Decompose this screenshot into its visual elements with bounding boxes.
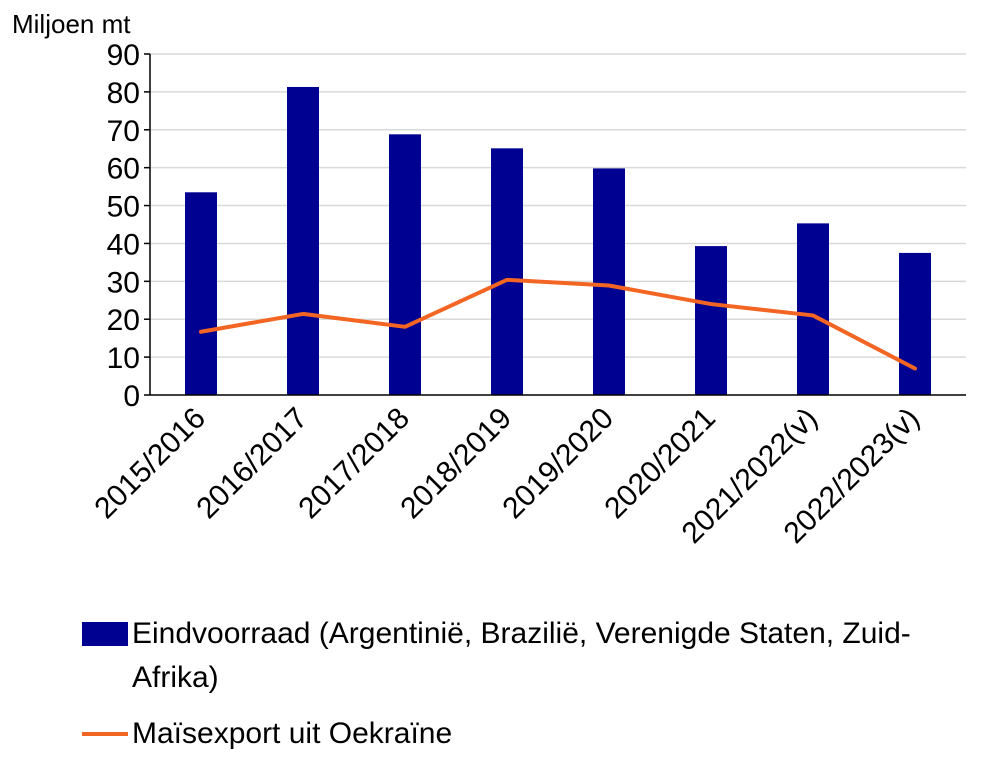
gridlines <box>150 53 966 358</box>
legend-item-line: Maïsexport uit Oekraïne <box>82 712 972 756</box>
y-tick-label: 0 <box>123 380 140 413</box>
x-tick-label: 2016/2017 <box>190 402 314 526</box>
x-axis-ticks: 2015/20162016/20172017/20182018/20192019… <box>88 402 926 550</box>
line-series-path <box>199 277 917 371</box>
y-tick-label: 90 <box>107 39 140 72</box>
y-tick-label: 60 <box>107 153 140 186</box>
bar <box>491 148 523 395</box>
bar <box>593 168 625 395</box>
y-axis-ticks: 0 10 20 30 40 50 60 70 80 90 <box>107 39 150 413</box>
y-tick-label: 40 <box>107 228 140 261</box>
y-tick-label: 10 <box>107 342 140 375</box>
legend-bar-label: Eindvoorraad (Argentinië, Brazilië, Vere… <box>132 617 911 694</box>
legend-line-label: Maïsexport uit Oekraïne <box>132 717 453 750</box>
line-series <box>199 277 917 371</box>
bar <box>287 86 319 396</box>
y-tick-label: 70 <box>107 115 140 148</box>
y-axis-label: Miljoen mt <box>12 9 131 39</box>
x-tick-label: 2019/2020 <box>496 402 620 526</box>
y-tick-label: 50 <box>107 191 140 224</box>
legend-item-bar: Eindvoorraad (Argentinië, Brazilië, Vere… <box>82 612 972 700</box>
legend-line-swatch <box>82 732 128 736</box>
bar-series <box>185 86 931 396</box>
bar <box>695 246 727 395</box>
x-tick-label: 2017/2018 <box>292 402 416 526</box>
bar <box>797 223 829 395</box>
bar <box>389 134 421 395</box>
bar <box>185 192 217 395</box>
x-tick-label: 2015/2016 <box>88 402 212 526</box>
x-tick-label: 2018/2019 <box>394 402 518 526</box>
y-tick-label: 80 <box>107 77 140 110</box>
legend-bar-swatch <box>82 622 128 646</box>
legend: Eindvoorraad (Argentinië, Brazilië, Vere… <box>82 612 972 756</box>
y-tick-label: 20 <box>107 304 140 337</box>
y-tick-label: 30 <box>107 266 140 299</box>
bar <box>899 252 931 395</box>
